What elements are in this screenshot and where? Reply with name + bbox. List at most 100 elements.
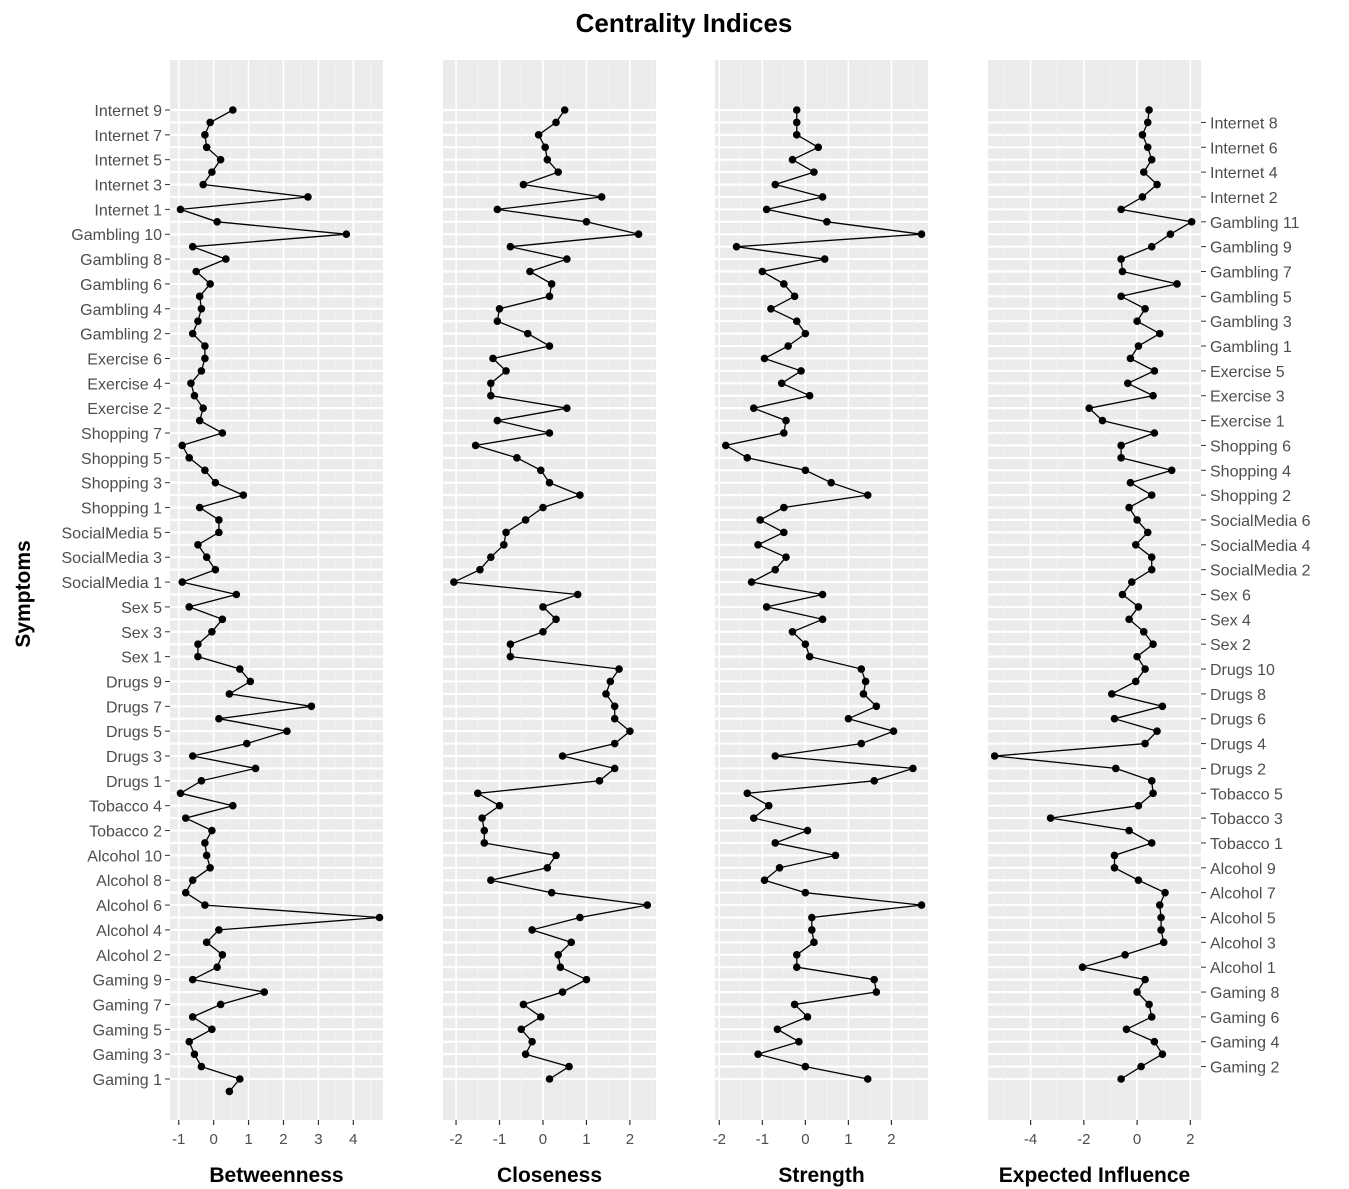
data-point [528,926,536,934]
data-point [202,851,211,860]
data-point [788,627,797,636]
data-point [563,404,571,412]
panel-background [170,60,383,1120]
data-point [749,814,758,822]
data-point [556,963,565,971]
data-point [771,752,780,760]
data-point [1159,938,1168,947]
data-point [823,218,831,226]
data-point [190,1050,199,1058]
data-point [1145,1000,1153,1009]
data-point [810,938,818,947]
x-tick-label: 1 [582,1131,590,1148]
y-tick-label: Gambling 4 [80,302,162,319]
x-tick-label: -1 [172,1131,185,1148]
data-point [194,652,202,661]
y-tick-label: Gaming 8 [1210,985,1279,1002]
y-tick-label: Gaming 4 [1210,1035,1279,1052]
data-point [236,1075,244,1083]
data-point [192,267,200,276]
data-point [767,304,775,313]
data-point [1158,702,1167,711]
data-point [790,1000,799,1009]
panel-expected-influence: -4 -2 0 2 Expected Influence Internet 8 Intern… [988,60,1311,1187]
data-point [857,739,866,748]
data-point [215,926,223,934]
data-point [1134,603,1143,611]
data-point [792,950,801,959]
data-point [1112,764,1120,773]
data-point [1147,155,1156,164]
x-tick-label: 0 [1133,1131,1141,1148]
data-point [487,379,495,388]
data-point [1134,342,1143,350]
data-point [803,826,812,835]
y-tick-label: Gambling 3 [1210,314,1292,331]
data-point [857,665,866,673]
data-point [760,354,769,363]
data-point [176,205,185,214]
data-point [1046,814,1055,822]
data-point [1157,913,1165,922]
data-point [1131,677,1140,686]
y-tick-label: Internet 1 [94,202,162,219]
y-tick-label: Alcohol 1 [1210,960,1276,977]
data-point [216,1000,225,1009]
data-point [1117,1075,1125,1083]
data-point [831,851,840,860]
data-point [1149,391,1157,400]
data-point [545,292,554,301]
data-point [558,988,567,996]
y-tick-label: Gaming 7 [93,997,162,1014]
data-point [1153,180,1161,189]
data-point [870,777,879,785]
data-point [545,342,554,350]
data-point [487,391,495,400]
y-tick-label: Internet 6 [1210,140,1278,157]
data-point [194,317,202,325]
data-point [780,280,788,288]
x-tick-label: -2 [713,1131,726,1148]
y-tick-label: Alcohol 6 [96,898,162,915]
data-point [808,913,816,922]
data-point [199,404,207,412]
x-tick-label: 2 [279,1131,287,1148]
data-point [610,739,619,748]
data-point [792,963,801,971]
data-point [576,913,584,922]
data-point [188,242,197,251]
data-point [615,665,623,673]
data-point [201,466,209,475]
data-point [218,429,227,437]
y-tick-label: Gambling 5 [1210,289,1292,306]
data-point [909,764,917,773]
data-point [202,553,211,562]
x-tick-label: 0 [539,1131,547,1148]
data-point [537,466,545,475]
data-point [795,1037,803,1046]
data-point [1110,714,1119,723]
data-point [1117,454,1125,462]
y-tick-label: Exercise 4 [87,376,162,393]
data-point [513,454,521,462]
data-point [801,1062,810,1071]
data-point [634,230,643,239]
data-point [215,528,223,537]
data-point [478,814,486,822]
data-point [225,1087,234,1096]
data-point [558,752,567,760]
data-point [1078,963,1087,971]
data-point [1143,143,1152,152]
y-tick-label: Gaming 6 [1210,1010,1279,1027]
y-tick-label: Drugs 2 [1210,761,1266,778]
data-point [801,466,810,475]
y-tick-label: Internet 9 [94,103,162,120]
data-point [541,143,549,152]
y-tick-label: Gambling 2 [80,327,162,344]
data-point [792,317,801,325]
y-tick-label: Alcohol 10 [87,848,162,865]
data-point [801,329,810,338]
data-point [773,1025,782,1034]
data-point [582,218,591,226]
data-point [211,478,220,487]
